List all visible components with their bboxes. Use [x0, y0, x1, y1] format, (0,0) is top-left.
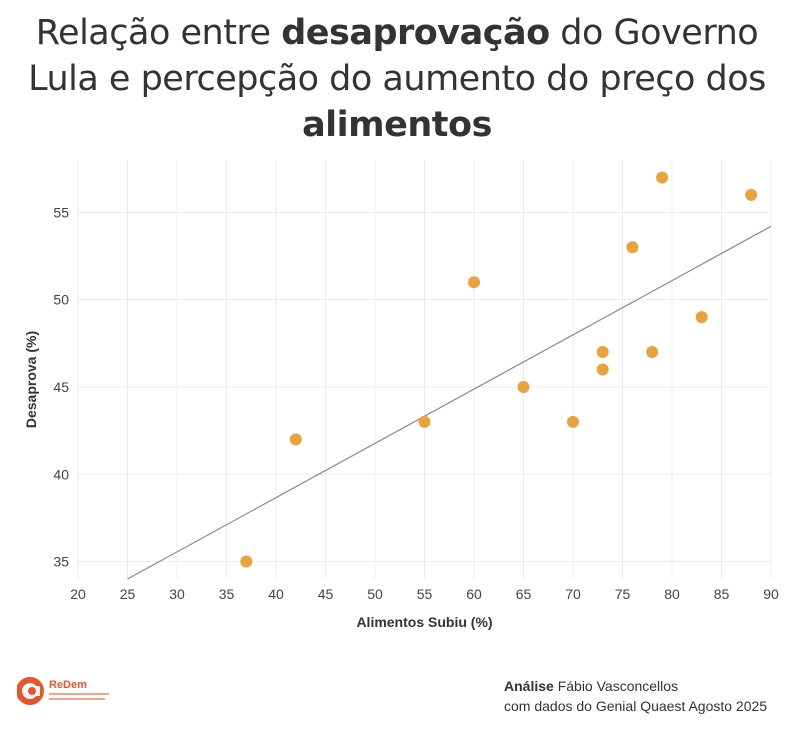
x-tick-label: 65	[516, 586, 532, 602]
x-tick-label: 60	[466, 586, 482, 602]
data-point	[646, 346, 659, 359]
data-point	[626, 241, 639, 254]
title-part-1: Relação entre	[35, 13, 282, 53]
x-tick-label: 35	[219, 586, 235, 602]
credit-block: Análise Fábio Vasconcellos com dados do …	[504, 676, 767, 716]
x-tick-label: 85	[714, 586, 730, 602]
data-point	[745, 188, 758, 201]
data-point	[418, 415, 431, 428]
x-tick-label: 20	[70, 586, 86, 602]
data-point	[517, 380, 530, 393]
trendline	[127, 225, 772, 580]
data-point	[695, 311, 708, 324]
redem-logo: ReDem	[16, 673, 127, 709]
x-tick-label: 50	[367, 586, 383, 602]
data-point	[596, 363, 609, 376]
redem-logo-icon	[16, 677, 44, 705]
data-point	[656, 171, 669, 184]
title-bold-1: desaprovação	[281, 13, 550, 53]
data-point	[596, 346, 609, 359]
logo-name: ReDem	[49, 679, 87, 691]
data-point	[468, 276, 480, 289]
y-tick-label: 50	[53, 292, 69, 308]
data-point	[567, 415, 579, 428]
x-tick-label: 80	[664, 586, 680, 602]
tick-labels: 20 25 30 35 40 45 50 55 60 65 70 75 80 85 90 35 40 45 50 55	[53, 204, 779, 602]
chart-title: Relação entre desaprovação do Governo Lu…	[0, 10, 794, 148]
data-point	[289, 433, 302, 446]
x-tick-label: 75	[615, 586, 631, 602]
x-axis-title: Alimentos Subiu (%)	[356, 614, 492, 630]
y-tick-label: 55	[53, 204, 69, 220]
title-bold-2: alimentos	[302, 105, 492, 145]
data-points	[240, 171, 758, 568]
title-part-2: do Governo Lula e percepção do aumento d…	[28, 13, 766, 99]
y-tick-label: 35	[53, 554, 69, 570]
x-tick-label: 90	[763, 586, 779, 602]
x-tick-label: 25	[120, 586, 136, 602]
data-point	[240, 555, 253, 568]
grid-lines	[77, 160, 772, 579]
x-tick-label: 55	[417, 586, 433, 602]
y-tick-label: 40	[53, 466, 69, 482]
x-tick-label: 40	[268, 586, 284, 602]
x-tick-label: 45	[318, 586, 334, 602]
logo-tagline-line	[49, 698, 105, 700]
logo-tagline-line	[49, 693, 109, 695]
x-tick-label: 70	[565, 586, 581, 602]
x-tick-label: 30	[169, 586, 185, 602]
credit-label: Análise	[504, 678, 554, 694]
y-axis-title: Desaprova (%)	[23, 331, 39, 428]
y-tick-label: 45	[53, 379, 69, 395]
trendline-group	[127, 225, 772, 580]
credit-author: Fábio Vasconcellos	[553, 678, 679, 694]
credit-source: com dados do Genial Quaest Agosto 2025	[504, 698, 768, 714]
